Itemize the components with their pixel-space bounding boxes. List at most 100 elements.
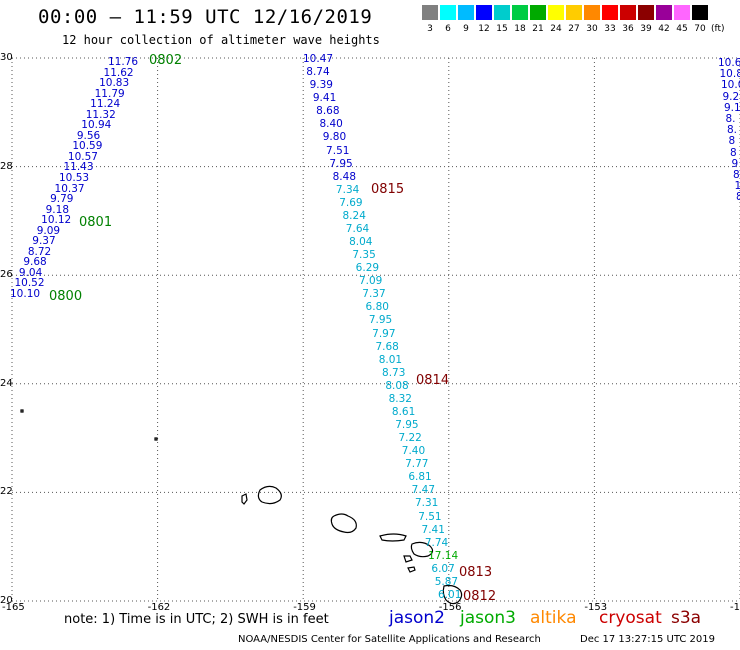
track-value-mid: 7.40 xyxy=(401,445,426,458)
legend-swatch xyxy=(692,5,708,20)
oahu-outline xyxy=(330,513,357,534)
pass-label: 0800 xyxy=(49,289,83,304)
legend-swatch xyxy=(566,5,582,20)
y-tick-label: 24 xyxy=(0,377,13,389)
track-value-left: 10.59 xyxy=(72,140,103,153)
y-tick-label: 20 xyxy=(0,595,13,606)
track-value-left: 11.62 xyxy=(103,66,134,79)
kahoolawe-outline xyxy=(407,566,416,573)
track-value-right: 9.2 xyxy=(722,90,740,103)
footnote: note: 1) Time is in UTC; 2) SWH is in fe… xyxy=(64,612,329,627)
x-tick-label: -153 xyxy=(584,602,608,613)
legend-swatch xyxy=(548,5,564,20)
track-value-left: 9.18 xyxy=(45,203,70,216)
track-value-mid: 8.73 xyxy=(382,366,406,379)
legend-swatch xyxy=(674,5,690,20)
track-value-mid: 7.95 xyxy=(395,419,419,432)
map-title: 00:00 – 11:59 UTC 12/16/2019 xyxy=(38,6,373,28)
satellite-label: s3a xyxy=(671,608,702,628)
hawaii-islands xyxy=(20,409,463,605)
track-value-mid: 7.95 xyxy=(368,314,393,327)
niihau-outline xyxy=(241,493,248,505)
track-value-mid: 9.39 xyxy=(309,79,333,92)
track-value-right: 8 xyxy=(730,146,737,159)
track-value-right: 9 xyxy=(731,157,739,170)
track-value-left: 9.56 xyxy=(76,129,101,142)
legend-label: 21 xyxy=(532,24,544,34)
track-value-left: 11.32 xyxy=(85,108,116,121)
track-value-mid: 9.41 xyxy=(312,92,337,105)
track-value-mid: 8.61 xyxy=(391,405,416,418)
track-value-right: 10 xyxy=(734,180,740,193)
track-value-mid: 8.48 xyxy=(332,170,357,183)
legend-swatch xyxy=(512,5,528,20)
legend-label: 70 xyxy=(694,24,706,34)
track-value-left: 10.52 xyxy=(14,277,45,290)
track-value-right: 10.6 xyxy=(718,57,740,69)
legend-label: 3 xyxy=(427,24,433,34)
pass-label: 0813 xyxy=(459,565,493,580)
satellite-label: jason2 xyxy=(389,608,445,628)
islet-north xyxy=(154,437,158,441)
pass-label: 0801 xyxy=(79,215,113,230)
track-value-mid: 10.47 xyxy=(303,53,334,65)
generation-timestamp: Dec 17 13:27:15 UTC 2019 xyxy=(580,634,715,645)
track-value-mid: 8.04 xyxy=(349,236,373,249)
track-value-mid: 6.81 xyxy=(408,471,432,484)
track-value-left: 10.10 xyxy=(10,288,41,300)
track-value-left: 9.09 xyxy=(36,224,61,237)
track-value-mid: 7.51 xyxy=(326,144,350,157)
legend-label: 9 xyxy=(463,24,469,34)
track-value-left: 9.79 xyxy=(50,193,74,206)
track-value-mid: 7.22 xyxy=(398,432,422,445)
y-tick-label: 22 xyxy=(0,486,13,498)
lanai-outline xyxy=(403,555,413,563)
track-value-left: 11.76 xyxy=(108,56,139,68)
legend-unit: (ft) xyxy=(711,24,725,34)
x-tick-label: -159 xyxy=(293,602,316,613)
maui-outline xyxy=(410,541,434,558)
track-value-mid: 8.08 xyxy=(385,379,409,392)
molokai-outline xyxy=(379,533,407,542)
track-value-mid: 7.64 xyxy=(345,222,370,235)
legend-label: 36 xyxy=(622,24,634,34)
x-tick-label: -165 xyxy=(2,602,25,613)
y-tick-label: 30 xyxy=(0,52,13,63)
x-tick-label: -156 xyxy=(438,602,462,613)
grid-lines xyxy=(11,57,740,602)
legend-label: 33 xyxy=(604,24,616,34)
x-tick-label: -150 xyxy=(730,602,740,613)
y-tick-label: 28 xyxy=(0,160,13,172)
track-value-left: 10.57 xyxy=(67,150,98,163)
map-svg xyxy=(11,57,740,605)
y-tick-label: 26 xyxy=(0,269,13,281)
track-value-right: 8. xyxy=(727,124,738,137)
legend-label: 30 xyxy=(586,24,598,34)
legend-swatch xyxy=(620,5,636,20)
track-value-left: 11.24 xyxy=(90,98,121,111)
pass-label: 0812 xyxy=(463,589,497,604)
track-value-mid: 9.80 xyxy=(322,131,347,144)
track-value-mid: 7.69 xyxy=(339,196,363,209)
track-value-mid: 8.68 xyxy=(316,105,340,118)
track-value-left: 9.04 xyxy=(18,266,43,279)
satellite-label: cryosat xyxy=(599,608,662,628)
legend-label: 42 xyxy=(658,24,670,34)
track-value-mid: 7.35 xyxy=(352,249,376,262)
track-value-mid: 7.95 xyxy=(329,157,353,170)
track-value-right: 8 xyxy=(733,169,740,181)
track-value-mid: 7.37 xyxy=(362,288,386,301)
pass-label: 0814 xyxy=(416,373,450,388)
big-island-outline xyxy=(442,584,463,605)
satellite-label: altika xyxy=(530,608,577,628)
track-value-mid: 7.77 xyxy=(405,458,429,471)
track-value-mid: 8.24 xyxy=(342,209,366,222)
track-value-right: 8 xyxy=(728,135,736,148)
track-value-left: 8.72 xyxy=(27,245,52,258)
track-value-left: 10.37 xyxy=(54,182,85,195)
track-value-mid: 8.32 xyxy=(388,392,412,405)
legend-swatch xyxy=(476,5,492,20)
track-value-right: 9.1 xyxy=(724,101,740,114)
track-value-left: 10.83 xyxy=(99,77,130,90)
